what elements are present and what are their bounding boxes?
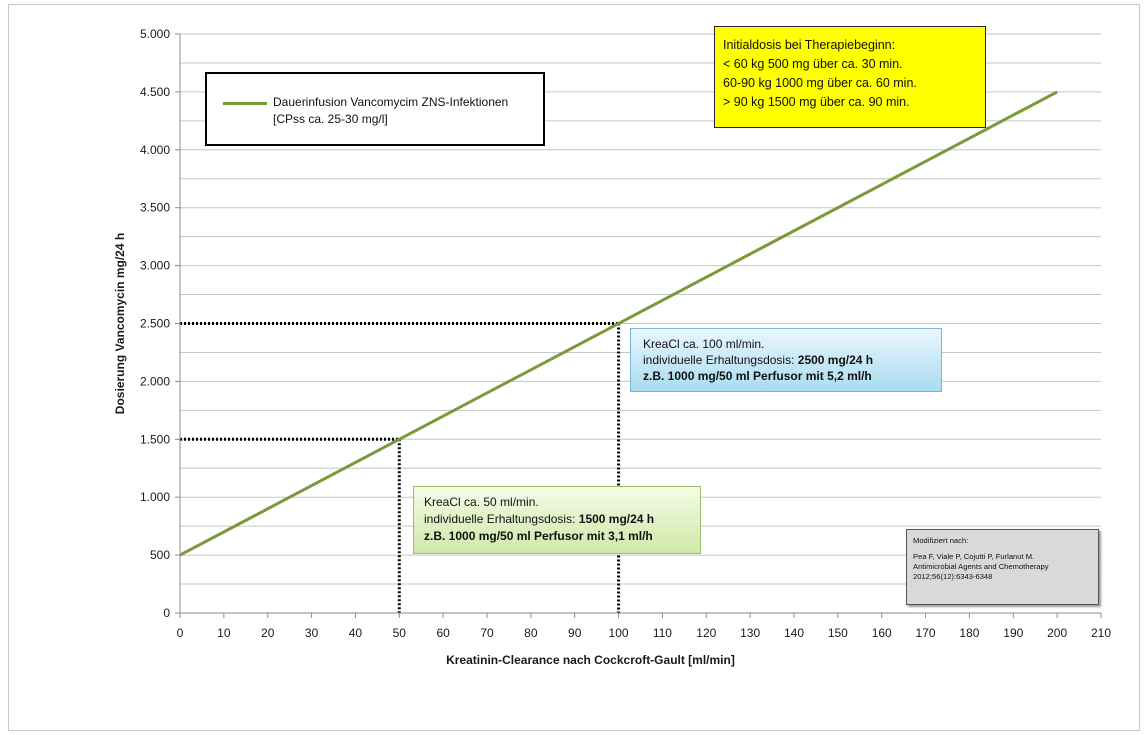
x-tick-label: 210 <box>1091 626 1111 640</box>
callout-100-line-1: KreaCl ca. 100 ml/min. <box>643 337 765 351</box>
series-group <box>179 90 1058 557</box>
x-tick-label: 110 <box>653 626 672 640</box>
x-tick-label: 180 <box>959 626 979 640</box>
x-tick-label: 80 <box>524 626 538 640</box>
callout-100-line-3: z.B. 1000 mg/50 ml Perfusor mit 5,2 ml/h <box>643 369 872 383</box>
x-tick-label: 120 <box>696 626 716 640</box>
x-tick-label: 170 <box>916 626 936 640</box>
y-axis-title: Dosierung Vancomycin mg/24 h <box>113 233 127 414</box>
x-tick-label: 20 <box>261 626 275 640</box>
x-tick-label: 30 <box>305 626 319 640</box>
y-tick-label: 5.000 <box>140 27 170 41</box>
reference-title: Modifiziert nach: <box>913 536 969 545</box>
legend-label: Dauerinfusion Vancomycim ZNS-Infektionen… <box>273 94 508 128</box>
callout-50-line-2-prefix: individuelle Erhaltungsdosis: <box>424 512 579 526</box>
y-tick-label: 2.500 <box>140 317 170 331</box>
y-tick-label: 3.500 <box>140 201 170 215</box>
reference-line-3: 2012;56(12):6343-6348 <box>913 572 993 581</box>
initial-dose-note: Initialdosis bei Therapiebeginn: < 60 kg… <box>714 26 986 128</box>
callout-100-ml-min: KreaCl ca. 100 ml/min. individuelle Erha… <box>630 328 942 392</box>
x-tick-label: 130 <box>740 626 760 640</box>
axes <box>175 33 1102 618</box>
callout-100-dose: 2500 mg/24 h <box>797 353 874 367</box>
reference-line-2: Antimicrobial Agents and Chemotherapy <box>913 562 1049 571</box>
reference-lines <box>180 322 621 613</box>
x-tick-label: 50 <box>393 626 407 640</box>
x-tick-label: 200 <box>1047 626 1067 640</box>
y-tick-label: 1.500 <box>140 432 170 446</box>
x-tick-label: 70 <box>480 626 494 640</box>
y-tick-label: 0 <box>163 606 170 620</box>
x-tick-label: 100 <box>609 626 629 640</box>
legend: Dauerinfusion Vancomycim ZNS-Infektionen… <box>205 72 545 146</box>
x-tick-label: 40 <box>349 626 363 640</box>
x-axis-title: Kreatinin-Clearance nach Cockcroft-Gault… <box>446 653 735 667</box>
callout-50-line-1: KreaCl ca. 50 ml/min. <box>424 495 539 509</box>
y-tick-label: 500 <box>150 548 170 562</box>
y-tick-labels: 0 500 1.000 1.500 2.000 2.500 3.000 3.500 4.000 4… <box>140 27 170 620</box>
legend-swatch <box>223 102 267 105</box>
x-tick-label: 160 <box>872 626 892 640</box>
y-tick-label: 4.000 <box>140 143 170 157</box>
callout-50-dose: 1500 mg/24 h <box>578 512 655 526</box>
x-tick-label: 140 <box>784 626 804 640</box>
x-tick-label: 90 <box>568 626 582 640</box>
legend-series-name: Dauerinfusion Vancomycim ZNS-Infektionen <box>273 95 509 109</box>
y-tick-label: 2.000 <box>140 374 170 388</box>
legend-series-subtitle: [CPss ca. 25-30 mg/l] <box>273 112 388 126</box>
callout-100-line-2-prefix: individuelle Erhaltungsdosis: <box>643 353 798 367</box>
info-line-3: 60-90 kg 1000 mg über ca. 60 min. <box>723 76 917 90</box>
reference-line-1: Pea F, Viale P, Cojutti P, Furlanut M. <box>913 552 1035 561</box>
x-tick-labels: 0 10 20 30 40 50 60 70 80 90 100 110 120 130 140 150 160… <box>177 626 1112 640</box>
x-tick-label: 190 <box>1003 626 1023 640</box>
x-tick-label: 10 <box>217 626 231 640</box>
callout-50-ml-min: KreaCl ca. 50 ml/min. individuelle Erhal… <box>413 486 701 554</box>
x-tick-label: 150 <box>828 626 848 640</box>
info-line-1: Initialdosis bei Therapiebeginn: <box>723 38 896 52</box>
info-line-2: < 60 kg 500 mg über ca. 30 min. <box>723 57 903 71</box>
x-tick-label: 0 <box>177 626 184 640</box>
y-tick-label: 4.500 <box>140 85 170 99</box>
y-tick-label: 1.000 <box>140 490 170 504</box>
y-tick-label: 3.000 <box>140 259 170 273</box>
reference-note: Modifiziert nach: Pea F, Viale P, Cojutt… <box>906 529 1099 605</box>
callout-50-line-3: z.B. 1000 mg/50 ml Perfusor mit 3,1 ml/h <box>424 529 653 543</box>
x-tick-label: 60 <box>436 626 450 640</box>
info-line-4: > 90 kg 1500 mg über ca. 90 min. <box>723 95 910 109</box>
series-line <box>179 90 1058 557</box>
